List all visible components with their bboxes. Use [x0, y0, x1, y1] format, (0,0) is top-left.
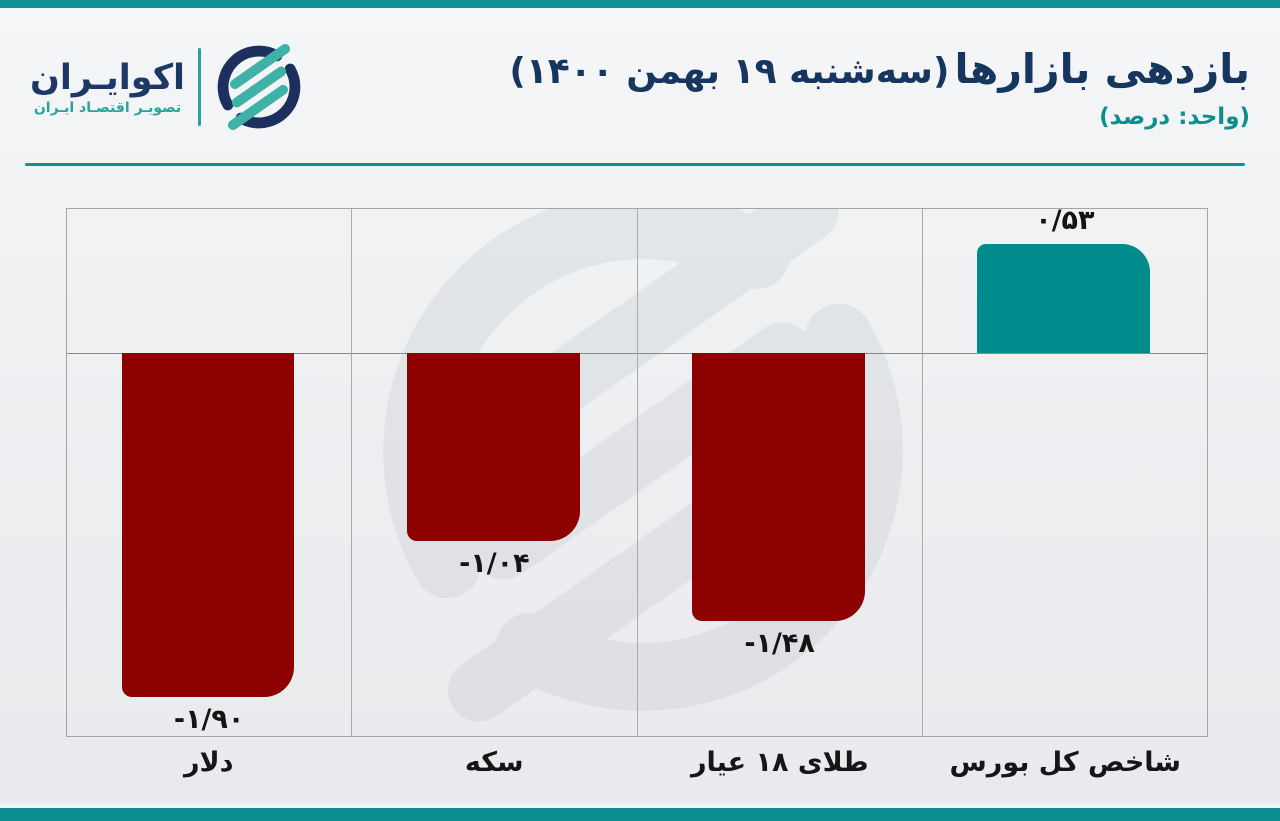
page-title: بازدهی بازارها (سه‌شنبه ۱۹ بهمن ۱۴۰۰): [509, 44, 1250, 95]
category-label: طلای ۱۸ عیار: [690, 747, 869, 778]
page-title-date: (سه‌شنبه ۱۹ بهمن ۱۴۰۰): [509, 51, 950, 92]
chart-column: ۰/۵۳: [923, 209, 1207, 736]
header-title-block: بازدهی بازارها (سه‌شنبه ۱۹ بهمن ۱۴۰۰) (و…: [509, 44, 1250, 130]
top-accent-strip: [0, 0, 1280, 8]
category-label: دلار: [183, 747, 234, 778]
value-label: ۰/۵۳: [1035, 208, 1095, 236]
logo-tagline: تصویـر اقتصـاد ایـران: [33, 100, 182, 117]
top-accent-glow: [0, 8, 1280, 13]
bottom-accent-glow: [0, 801, 1280, 808]
logo-divider: [198, 48, 202, 126]
category-label: شاخص کل بورس: [949, 747, 1181, 778]
value-label: -۱/۹۰: [173, 704, 245, 735]
value-label: -۱/۰۴: [459, 548, 530, 579]
category-axis: دلار سکه طلای ۱۸ عیار شاخص کل بورس: [66, 747, 1208, 778]
chart-bar: [121, 353, 295, 697]
ecoiran-logo: اکوایـران تصویـر اقتصـاد ایـران: [30, 42, 304, 132]
chart-column: -۱/۹۰: [67, 209, 353, 736]
logo-name: اکوایـران: [30, 57, 186, 98]
chart-column: -۱/۴۸: [638, 209, 923, 736]
chart-bar: [692, 353, 865, 621]
ecoiran-swoosh-icon: [217, 43, 301, 131]
value-label: -۱/۴۸: [744, 628, 815, 659]
category-label: سکه: [464, 747, 524, 778]
chart-columns: -۱/۹۰ -۱/۰۴ -۱/۴۸ ۰/۵۳: [67, 209, 1207, 736]
bar-chart: -۱/۹۰ -۱/۰۴ -۱/۴۸ ۰/۵۳: [66, 208, 1208, 737]
chart-column: -۱/۰۴: [352, 209, 638, 736]
header-divider-rule: [25, 163, 1245, 166]
unit-label: (واحد: درصد): [1099, 104, 1250, 131]
chart-bar: [406, 353, 580, 541]
bottom-accent-strip: [0, 808, 1280, 821]
chart-bar: [977, 244, 1151, 353]
page-title-main: بازدهی بازارها: [954, 45, 1251, 93]
logo-text-block: اکوایـران تصویـر اقتصـاد ایـران: [30, 58, 185, 116]
